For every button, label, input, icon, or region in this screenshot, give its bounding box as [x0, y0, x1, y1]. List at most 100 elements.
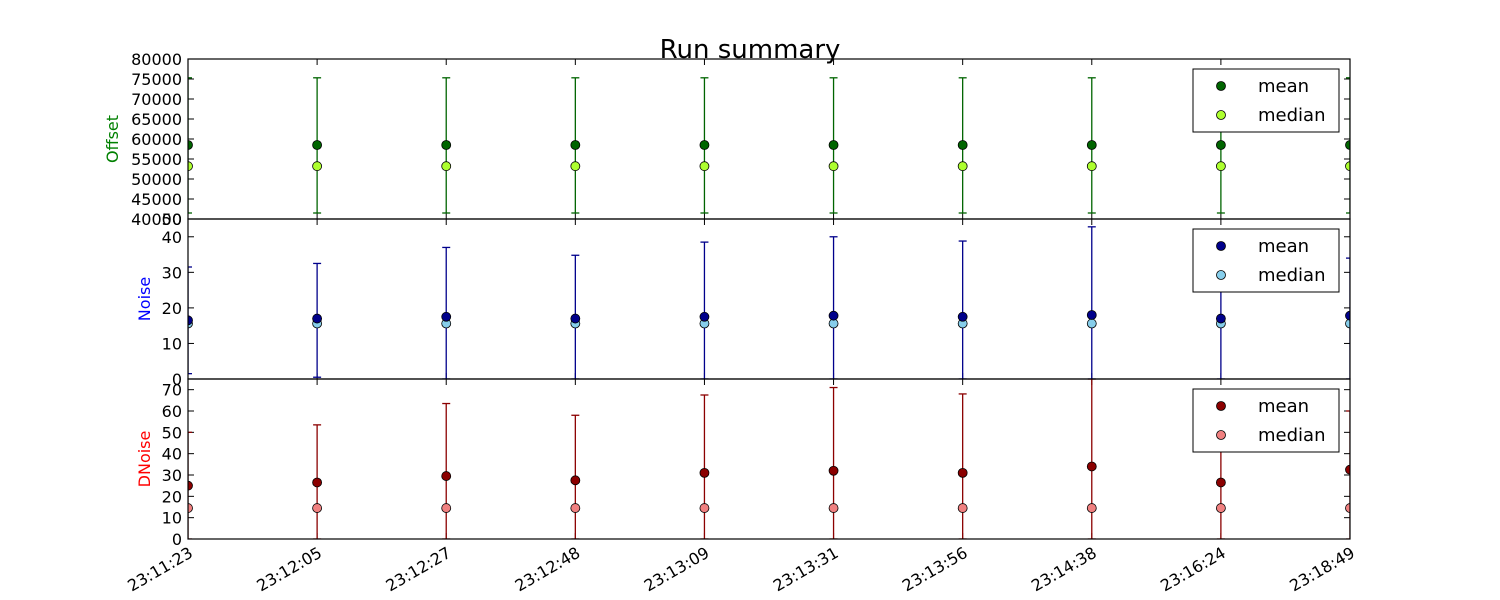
- legend-box: [1192, 388, 1340, 453]
- legend-label-mean: mean: [1258, 236, 1309, 257]
- x-tick-label: 23:13:09: [641, 543, 713, 595]
- median-point: [828, 161, 839, 172]
- y-axis-label: DNoise: [135, 431, 154, 488]
- mean-point: [1086, 140, 1097, 150]
- panel-data: [188, 77, 1350, 214]
- mean-point: [957, 311, 968, 322]
- legend-marker-mean: [1216, 241, 1226, 251]
- median-point: [570, 161, 581, 172]
- legend-label-median: median: [1258, 425, 1325, 446]
- legend: mean median: [1192, 388, 1340, 453]
- mean-point: [1086, 461, 1097, 472]
- median-point: [312, 503, 323, 513]
- legend-marker-median: [1216, 110, 1226, 120]
- panels-group: 4000045000500005500060000650007000075000…: [103, 50, 1351, 549]
- y-tick-label-overlap: 50: [162, 210, 182, 229]
- mean-point: [312, 477, 323, 488]
- y-tick-label: 10: [162, 509, 182, 528]
- x-tick-label: 23:14:38: [1028, 543, 1100, 595]
- median-point: [1215, 161, 1226, 172]
- median-point: [441, 503, 452, 513]
- y-tick-label: 70000: [131, 90, 182, 109]
- mean-point: [1345, 464, 1350, 475]
- mean-point: [828, 465, 839, 476]
- median-point: [957, 503, 968, 513]
- median-point: [441, 161, 452, 172]
- y-tick-label: 40000: [131, 210, 182, 229]
- mean-point: [699, 467, 710, 478]
- legend: mean median: [1192, 228, 1340, 293]
- panel-1: 0 10 20 30 40 Noise mean median: [135, 218, 1351, 389]
- y-axis-label: Noise: [135, 277, 154, 321]
- panel-data: [188, 379, 1350, 539]
- legend: mean median: [1192, 68, 1340, 133]
- median-point: [188, 503, 193, 513]
- x-tick-labels: 23:11:23 23:12:05 23:12:27 23:12:48 23:13:09…: [124, 543, 1358, 595]
- y-tick-label: 30: [162, 263, 182, 282]
- median-point: [957, 161, 968, 172]
- y-tick-label: 20: [162, 487, 182, 506]
- median-point: [1345, 161, 1350, 172]
- mean-point: [570, 475, 581, 486]
- mean-point: [957, 140, 968, 150]
- panel-frame: [187, 378, 1351, 540]
- x-tick-label: 23:11:23: [124, 543, 196, 595]
- mean-point: [699, 140, 710, 150]
- y-tick-label: 0: [172, 530, 182, 549]
- y-axis-label: Offset: [103, 115, 122, 163]
- mean-point: [699, 311, 710, 322]
- y-tick-label: 10: [162, 334, 182, 353]
- mean-point: [188, 315, 193, 326]
- panel-frame: [187, 58, 1351, 220]
- median-point: [1086, 161, 1097, 172]
- mean-point: [188, 480, 193, 491]
- y-tick-label: 0: [172, 370, 182, 389]
- x-tick-label: 23:12:27: [382, 543, 454, 595]
- median-point: [1345, 318, 1350, 329]
- y-tick-label: 45000: [131, 190, 182, 209]
- y-tick-label: 75000: [131, 70, 182, 89]
- y-tick-label: 20: [162, 299, 182, 318]
- x-tick-label: 23:16:24: [1157, 543, 1229, 595]
- y-tick-label: 40: [162, 445, 182, 464]
- x-tick-label: 23:13:56: [899, 543, 971, 595]
- y-tick-label: 55000: [131, 150, 182, 169]
- median-point: [1215, 503, 1226, 513]
- median-point: [188, 161, 193, 172]
- y-tick-label: 30: [162, 466, 182, 485]
- median-point: [1086, 318, 1097, 329]
- mean-point: [1086, 310, 1097, 320]
- median-point: [570, 503, 581, 513]
- legend-box: [1192, 228, 1340, 293]
- mean-point: [1215, 477, 1226, 488]
- median-point: [699, 503, 710, 513]
- mean-point: [188, 140, 193, 150]
- mean-point: [1345, 140, 1350, 150]
- mean-point: [312, 313, 323, 324]
- y-tick-label: 50: [162, 423, 182, 442]
- legend-label-median: median: [1258, 105, 1325, 126]
- mean-point: [1345, 310, 1350, 321]
- y-tick-label: 80000: [131, 50, 182, 69]
- mean-point: [441, 311, 452, 322]
- legend-box: [1192, 68, 1340, 133]
- panel-frame: [187, 218, 1351, 380]
- legend-marker-median: [1216, 270, 1226, 280]
- mean-point: [441, 140, 452, 150]
- panel-data: [188, 226, 1350, 379]
- x-tick-label: 23:12:05: [253, 543, 325, 595]
- y-tick-label: 70: [162, 381, 182, 400]
- mean-point: [828, 310, 839, 321]
- y-tick-label: 65000: [131, 110, 182, 129]
- median-point: [1086, 503, 1097, 513]
- x-tick-label: 23:18:49: [1286, 543, 1358, 595]
- mean-point: [441, 471, 452, 481]
- panel-0: 4000045000500005500060000650007000075000…: [103, 50, 1351, 229]
- mean-point: [1215, 313, 1226, 324]
- legend-label-median: median: [1258, 265, 1325, 286]
- median-point: [828, 503, 839, 513]
- y-tick-label: 60: [162, 402, 182, 421]
- legend-marker-mean: [1216, 81, 1226, 91]
- y-tick-label: 40: [162, 228, 182, 247]
